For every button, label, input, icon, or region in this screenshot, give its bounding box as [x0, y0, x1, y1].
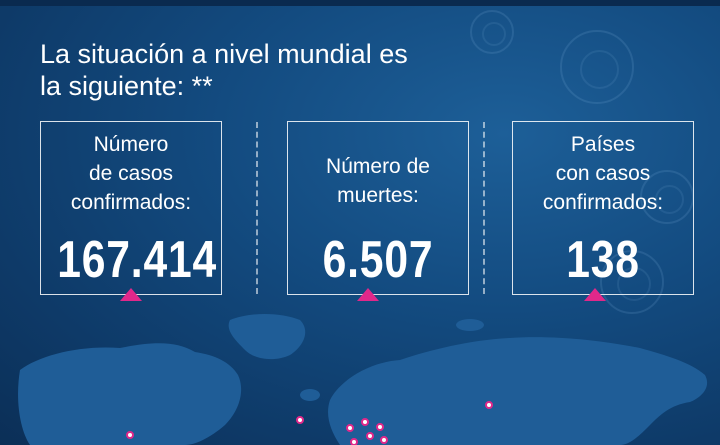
case-marker — [376, 423, 384, 431]
case-marker — [380, 436, 388, 444]
map-island — [456, 319, 484, 331]
virus-decoration — [600, 250, 664, 314]
case-marker — [485, 401, 493, 409]
dashed-divider — [256, 122, 258, 294]
virus-decoration — [470, 10, 514, 54]
case-marker — [126, 431, 134, 439]
stat-label-deaths: Número de muertes: — [326, 155, 430, 207]
map-eurasia — [328, 337, 708, 445]
pointer-triangle — [357, 288, 379, 301]
stat-value-deaths: 6.507 — [322, 231, 434, 289]
stat-value-confirmed-cases: 167.414 — [57, 231, 218, 289]
headline: La situación a nivel mundial es la sigui… — [40, 39, 408, 101]
case-marker — [346, 424, 354, 432]
world-map — [18, 314, 708, 445]
stat-label-countries: Países con casos confirmados: — [542, 133, 664, 214]
virus-decoration — [560, 30, 634, 104]
case-marker — [361, 418, 369, 426]
dashed-divider — [483, 122, 485, 294]
map-island — [300, 389, 320, 401]
case-marker — [366, 432, 374, 440]
stat-value-countries: 138 — [566, 231, 640, 289]
map-north-america — [18, 343, 242, 445]
stat-card-confirmed-cases: Número de casos confirmados: 167.414 — [40, 121, 222, 295]
case-marker — [296, 416, 304, 424]
stat-card-deaths: Número de muertes: 6.507 — [287, 121, 469, 295]
map-greenland — [228, 314, 306, 360]
pointer-triangle — [584, 288, 606, 301]
stat-label-confirmed-cases: Número de casos confirmados: — [70, 133, 192, 214]
stat-card-countries: Países con casos confirmados: 138 — [512, 121, 694, 295]
case-marker — [350, 438, 358, 445]
pointer-triangle — [120, 288, 142, 301]
top-strip — [0, 0, 720, 6]
